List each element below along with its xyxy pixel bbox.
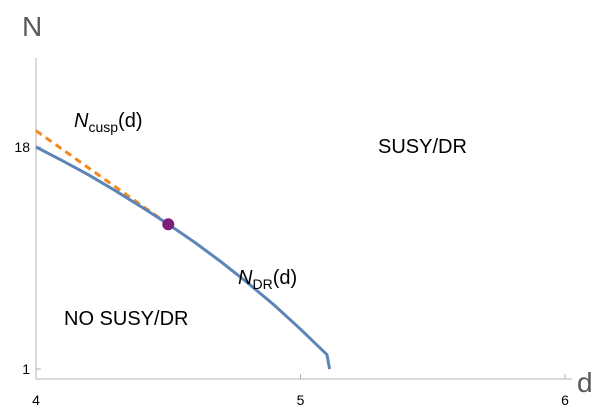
- n-dr-label-suffix: (d): [273, 267, 297, 289]
- n-cusp-label-sub: cusp: [88, 119, 118, 135]
- n-dr-label-sub: DR: [252, 276, 272, 292]
- n-cusp-label-main: N: [74, 110, 89, 132]
- x-ticks: 4 5 6: [32, 374, 569, 407]
- x-axis-title: d: [577, 367, 593, 398]
- x-tick-label: 4: [32, 392, 40, 407]
- n-dr-label-main: N: [238, 267, 253, 289]
- cusp-point-marker: [162, 218, 175, 231]
- y-ticks: 1 18: [14, 139, 41, 377]
- y-tick-label: 1: [22, 361, 30, 377]
- n-dr-series-line: [35, 145, 332, 370]
- n-dr-label: NDR(d): [238, 267, 297, 292]
- x-tick-label: 6: [561, 392, 569, 407]
- y-tick-label: 18: [14, 139, 30, 155]
- no-susy-dr-region-label: NO SUSY/DR: [64, 308, 188, 330]
- x-tick-label: 5: [297, 392, 305, 407]
- susy-dr-region-label: SUSY/DR: [378, 136, 467, 158]
- n-cusp-label: Ncusp(d): [74, 110, 142, 135]
- y-axis-title: N: [22, 11, 42, 42]
- n-cusp-label-suffix: (d): [118, 110, 142, 132]
